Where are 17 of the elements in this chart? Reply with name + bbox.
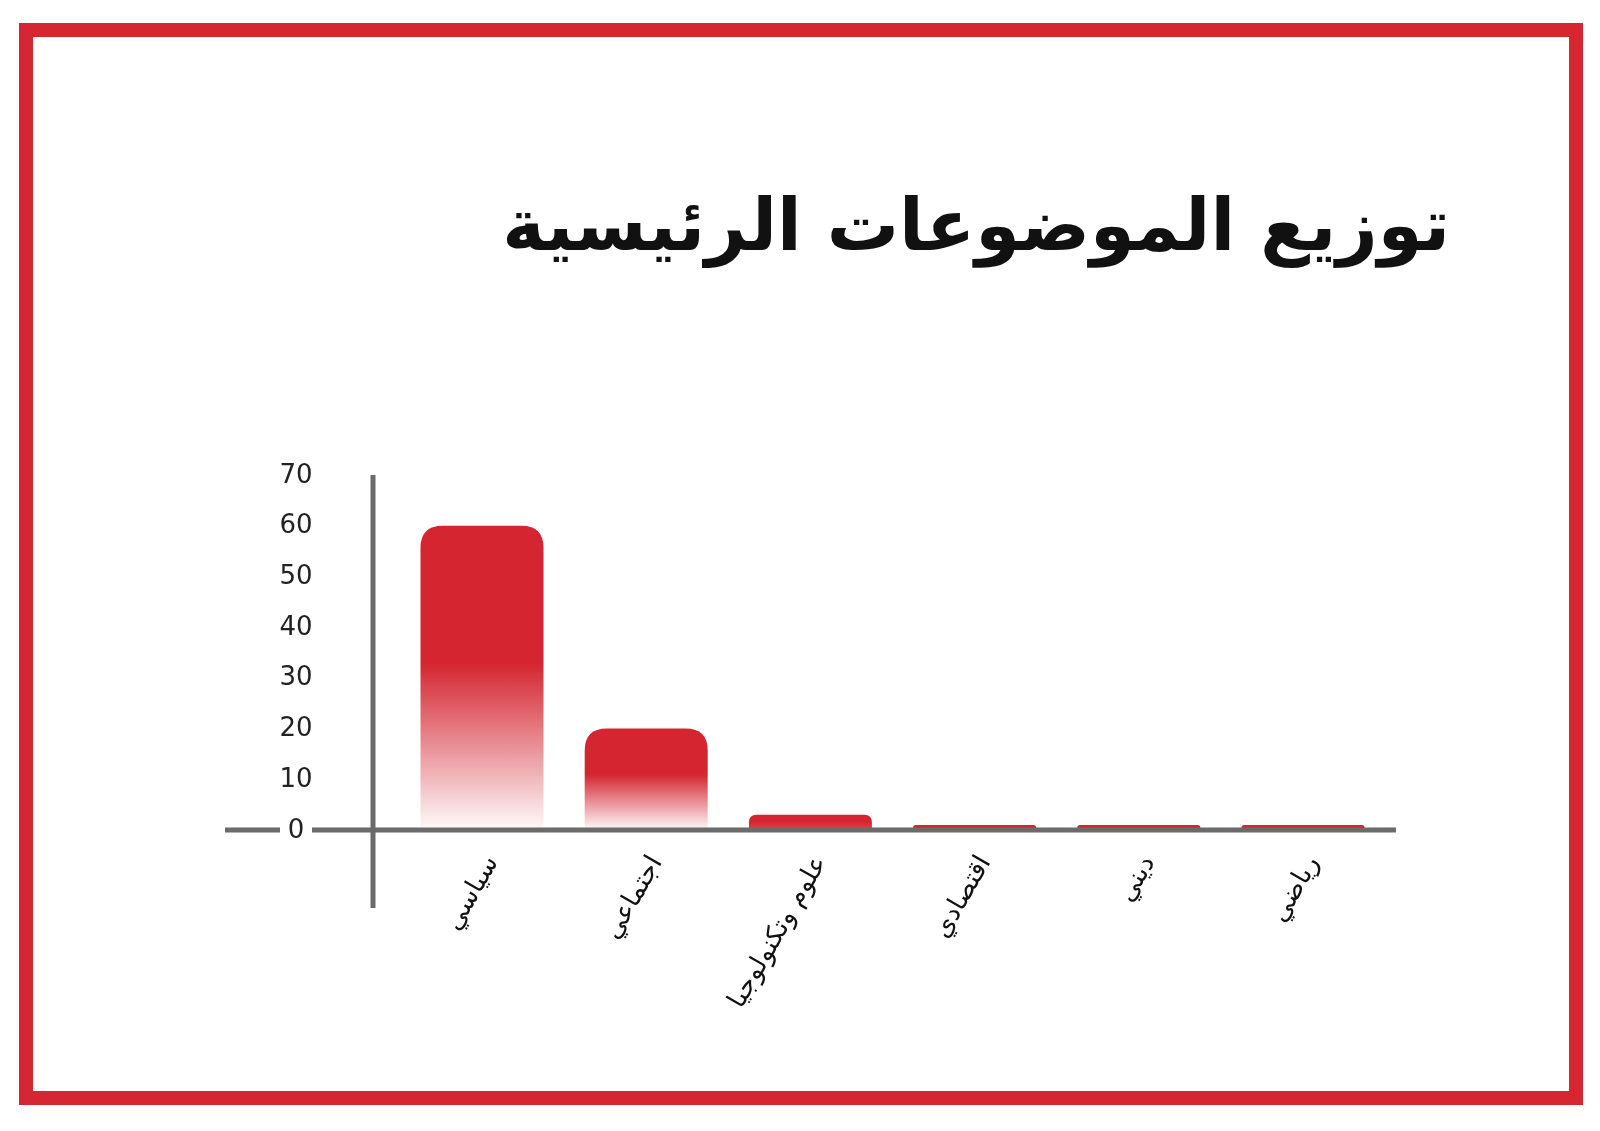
x-tick-label: ديني xyxy=(1110,849,1161,907)
y-tick-label: 30 xyxy=(279,661,313,692)
chart-title: توزيع الموضوعات الرئيسية xyxy=(502,183,1450,268)
bar xyxy=(584,728,708,830)
bar xyxy=(420,525,544,830)
x-tick-label: سياسي xyxy=(437,849,504,935)
x-tick-label: اقتصادي xyxy=(925,849,997,943)
y-tick-label: 40 xyxy=(279,610,313,641)
x-tick-label: اجتماعي xyxy=(596,849,668,944)
x-tick-label: رياضي xyxy=(1262,849,1325,927)
y-tick-label: 0 xyxy=(287,813,305,844)
x-tick-label: علوم وتكنولوجيا xyxy=(720,849,833,1013)
y-tick-label: 60 xyxy=(279,509,313,540)
y-tick-label: 10 xyxy=(279,762,313,793)
y-tick-label: 50 xyxy=(279,559,313,590)
y-tick-label: 70 xyxy=(279,458,313,489)
y-tick-label: 20 xyxy=(279,712,313,743)
